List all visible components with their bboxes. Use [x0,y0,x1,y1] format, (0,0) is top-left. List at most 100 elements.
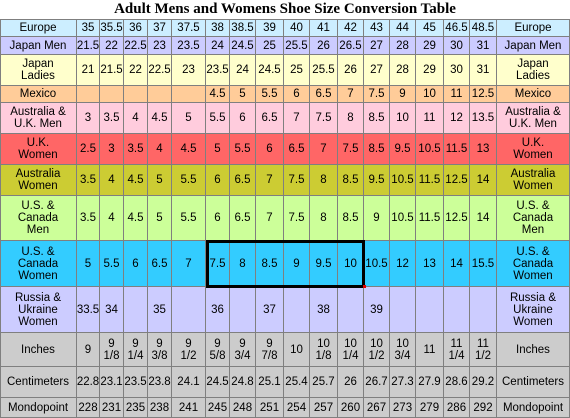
size-cell: 6.5 [148,241,172,287]
size-cell: 8 [310,165,338,196]
size-cell: 24.5 [230,37,256,55]
size-cell: 21 [77,55,100,86]
size-cell: 7.5 [284,165,310,196]
size-cell: 25 [256,37,284,55]
size-cell: 5.5 [100,241,124,287]
size-cell: 40 [284,19,310,37]
row-label-inches: Inches [0,333,77,367]
row-label-right-russia-ukraine-women: Russia & Ukraine Women [497,287,570,333]
size-cell: 3.5 [124,134,148,165]
size-cell: 7 [338,86,364,103]
size-cell: 22 [100,37,124,55]
size-cell: 5.5 [172,165,206,196]
size-cell: 38 [206,19,230,37]
row-label-right-mexico: Mexico [497,86,570,103]
page-title: Adult Mens and Womens Shoe Size Conversi… [114,1,456,17]
size-cell: 41 [310,19,338,37]
size-cell: 257 [310,398,338,418]
row-label-right-australia-uk-men: Australia & U.K. Men [497,103,570,134]
size-cell: 27.3 [390,367,416,398]
size-cell: 35 [148,287,172,333]
row-label-mexico: Mexico [0,86,77,103]
size-cell: 24.5 [206,367,230,398]
size-cell: 9 3/4 [230,333,256,367]
size-cell [444,287,470,333]
size-cell: 31 [470,55,497,86]
size-cell: 4.5 [206,86,230,103]
size-cell: 11.5 [444,134,470,165]
row-label-japan-ladies: Japan Ladies [0,55,77,86]
size-cell: 5 [206,134,230,165]
size-cell: 23 [172,55,206,86]
size-cell: 6.5 [256,103,284,134]
size-cell: 14 [470,196,497,241]
size-cell: 6.5 [310,86,338,103]
size-cell: 22.8 [77,367,100,398]
size-cell: 5 [148,196,172,241]
row-label-right-us-canada-men: U.S. & Canada Men [497,196,570,241]
row-label-australia-women: Australia Women [0,165,77,196]
size-cell: 9.5 [390,134,416,165]
size-cell [390,287,416,333]
size-cell: 8 [230,241,256,287]
row-label-australia-uk-men: Australia & U.K. Men [0,103,77,134]
size-cell: 33.5 [77,287,100,333]
size-cell: 22 [124,55,148,86]
size-cell: 7.5 [284,196,310,241]
size-cell: 5 [230,86,256,103]
size-cell: 27 [364,55,390,86]
size-cell: 24 [230,55,256,86]
size-cell: 25.4 [284,367,310,398]
size-cell: 4 [148,134,172,165]
size-cell: 7 [256,165,284,196]
row-label-right-japan-ladies: Japan Ladies [497,55,570,86]
size-cell: 13.5 [470,103,497,134]
size-cell: 292 [470,398,497,418]
size-cell: 13 [470,134,497,165]
size-cell: 38.5 [230,19,256,37]
size-cell: 8 [338,103,364,134]
size-cell: 7.5 [338,134,364,165]
size-cell: 7.5 [364,86,390,103]
size-cell: 12.5 [444,196,470,241]
size-cell: 5.5 [172,196,206,241]
size-cell: 245 [206,398,230,418]
size-cell: 5.5 [206,103,230,134]
size-cell: 286 [444,398,470,418]
size-cell: 5.5 [230,134,256,165]
size-cell: 4.5 [148,103,172,134]
size-cell: 10 1/8 [310,333,338,367]
size-cell: 7 [310,134,338,165]
row-label-right-australia-women: Australia Women [497,165,570,196]
size-cell: 23.5 [206,55,230,86]
size-cell: 30 [444,55,470,86]
size-cell: 10 1/4 [338,333,364,367]
size-cell: 31 [470,37,497,55]
size-cell: 8.5 [338,196,364,241]
size-cell: 4.5 [124,165,148,196]
size-cell: 11 [416,333,444,367]
size-cell: 3 [100,134,124,165]
size-cell: 4 [124,103,148,134]
size-cell: 10 [338,241,364,287]
size-cell: 35 [77,19,100,37]
size-cell: 4 [100,196,124,241]
size-cell: 10.5 [364,241,390,287]
size-cell: 25.5 [310,55,338,86]
size-cell: 25.7 [310,367,338,398]
size-cell [100,86,124,103]
size-cell: 14 [470,165,497,196]
row-label-europe: Europe [0,19,77,37]
row-label-right-japan-men: Japan Men [497,37,570,55]
row-label-right-inches: Inches [497,333,570,367]
size-cell: 6 [206,165,230,196]
size-cell: 4.5 [124,196,148,241]
size-cell: 11.5 [416,196,444,241]
size-cell: 9 1/2 [172,333,206,367]
row-label-russia-ukraine-women: Russia & Ukraine Women [0,287,77,333]
size-cell: 9 [284,241,310,287]
size-cell: 10.5 [390,165,416,196]
size-cell: 260 [338,398,364,418]
size-cell: 9 [77,333,100,367]
